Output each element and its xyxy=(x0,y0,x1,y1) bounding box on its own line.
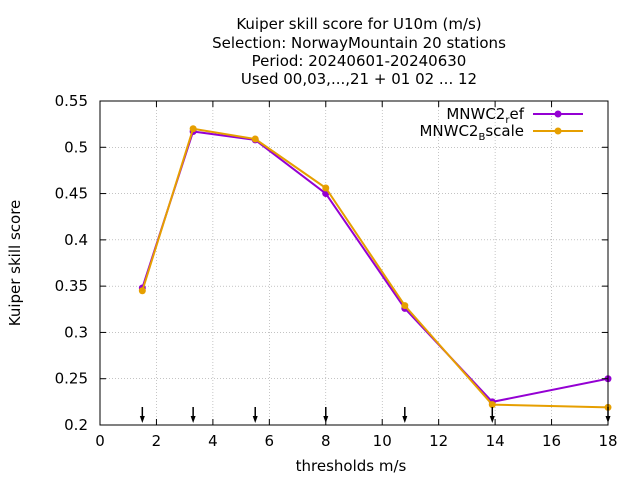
x-tick-label: 18 xyxy=(598,432,617,450)
data-point-MNWC2_Bscale xyxy=(322,184,330,192)
threshold-arrow-head xyxy=(402,416,408,423)
plot-frame xyxy=(99,100,609,426)
axis-ticks: 0 2 4 6 8 10 12 14 16 18 0.2 0.25 0.3 0.35 0.4 0.45 0.5 0… xyxy=(55,92,618,450)
threshold-arrow-head xyxy=(489,416,495,423)
series-line-MNWC2_ref xyxy=(141,130,609,403)
grid xyxy=(100,101,608,425)
threshold-arrow-head xyxy=(139,416,145,423)
x-tick-label: 4 xyxy=(208,432,218,450)
title-line-4: Used 00,03,...,21 + 01 02 ... 12 xyxy=(241,70,477,88)
y-axis-label: Kuiper skill score xyxy=(6,200,24,327)
x-tick-label: 14 xyxy=(486,432,505,450)
x-tick-label: 12 xyxy=(429,432,448,450)
series-layer xyxy=(138,125,612,411)
y-tick-label: 0.35 xyxy=(55,277,88,295)
series-line-MNWC2_Bscale xyxy=(141,127,609,409)
data-point-MNWC2_Bscale xyxy=(189,125,197,133)
y-tick-label: 0.55 xyxy=(55,92,88,110)
legend-swatch-point-MNWC2_Bscale xyxy=(554,127,562,135)
legend-label-MNWC2_ref: MNWC2ref xyxy=(446,105,524,126)
x-tick-label: 0 xyxy=(95,432,105,450)
y-tick-label: 0.25 xyxy=(55,370,88,388)
threshold-arrows xyxy=(139,407,611,423)
data-point-MNWC2_Bscale xyxy=(251,135,259,143)
title-line-3: Period: 20240601-20240630 xyxy=(252,52,467,70)
x-tick-label: 16 xyxy=(542,432,561,450)
y-tick-label: 0.45 xyxy=(55,185,88,203)
x-tick-label: 2 xyxy=(152,432,162,450)
y-tick-label: 0.3 xyxy=(64,323,88,341)
data-point-MNWC2_Bscale xyxy=(401,302,409,310)
x-axis-label: thresholds m/s xyxy=(296,457,407,475)
y-tick-label: 0.5 xyxy=(64,138,88,156)
x-tick-label: 10 xyxy=(373,432,392,450)
x-tick-label: 6 xyxy=(265,432,275,450)
chart-title: Kuiper skill score for U10m (m/s) Select… xyxy=(212,15,506,88)
data-point-MNWC2_Bscale xyxy=(138,287,146,295)
title-line-1: Kuiper skill score for U10m (m/s) xyxy=(236,15,481,33)
y-tick-label: 0.4 xyxy=(64,231,88,249)
threshold-arrow-head xyxy=(252,416,258,423)
legend-label-MNWC2_Bscale: MNWC2Bscale xyxy=(419,122,524,143)
threshold-arrow-head xyxy=(190,416,196,423)
legend-swatch-point-MNWC2_ref xyxy=(554,110,562,118)
x-tick-label: 8 xyxy=(321,432,331,450)
y-tick-label: 0.2 xyxy=(64,416,88,434)
title-line-2: Selection: NorwayMountain 20 stations xyxy=(212,34,506,52)
data-point-MNWC2_Bscale xyxy=(488,401,496,409)
